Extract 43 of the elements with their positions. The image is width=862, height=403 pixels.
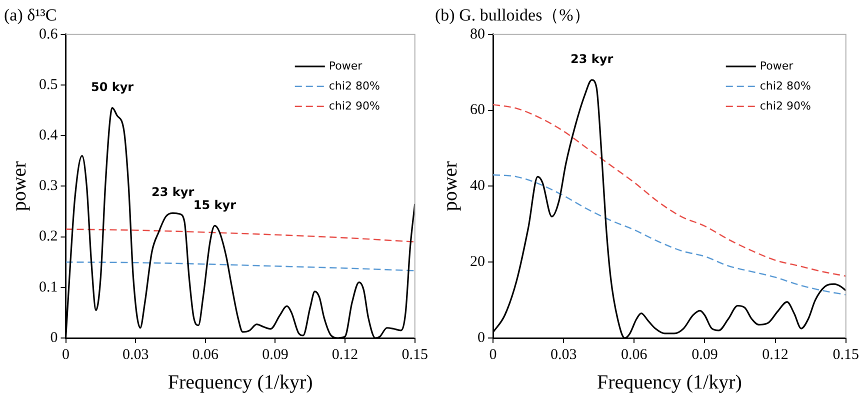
- y-tick-label: 0: [478, 330, 485, 346]
- legend-label: chi2 80%: [328, 79, 380, 92]
- legend-label: Power: [760, 59, 794, 72]
- legend-label: chi2 90%: [760, 99, 811, 112]
- y-axis-title: power: [8, 160, 30, 212]
- y-tick-label: 0.5: [39, 76, 58, 93]
- y-tick-label: 0.3: [39, 178, 58, 194]
- annotation: 15 kyr: [193, 198, 236, 212]
- y-tick-label: 0.2: [39, 228, 58, 245]
- legend-label: chi2 90%: [328, 99, 380, 112]
- y-tick-label: 80: [470, 26, 485, 42]
- legend-label: Power: [328, 59, 363, 72]
- y-tick-label: 0.6: [39, 26, 58, 42]
- x-axis-title: Frequency (1/kyr): [168, 371, 313, 394]
- x-tick-label: 0: [62, 346, 70, 363]
- x-tick-label: 0.03: [550, 346, 577, 363]
- x-tick-label: 0.12: [762, 346, 788, 363]
- x-tick-label: 0.06: [192, 346, 220, 363]
- x-tick-label: 0.15: [402, 346, 428, 363]
- x-tick-label: 0.09: [692, 346, 718, 363]
- line-series: [493, 174, 846, 296]
- x-tick-label: 0.03: [122, 346, 149, 363]
- y-tick-label: 40: [470, 178, 485, 194]
- x-tick-label: 0: [489, 346, 497, 363]
- legend-label: chi2 80%: [760, 79, 811, 92]
- x-tick-label: 0.12: [332, 346, 358, 363]
- y-tick-label: 0.4: [39, 128, 58, 144]
- annotation: 50 kyr: [90, 80, 134, 94]
- chart-title: (a) δ¹³C: [4, 6, 57, 25]
- line-series: [66, 261, 415, 272]
- x-tick-label: 0.09: [262, 346, 288, 363]
- x-axis-title: Frequency (1/kyr): [596, 371, 742, 394]
- y-tick-label: 20: [470, 254, 485, 270]
- x-tick-label: 0.15: [832, 346, 859, 363]
- y-tick-label: 60: [470, 102, 485, 118]
- y-tick-label: 0.1: [39, 279, 58, 296]
- annotation: 23 kyr: [570, 52, 614, 66]
- y-axis-title: power: [439, 160, 462, 212]
- annotation: 23 kyr: [152, 185, 194, 200]
- x-tick-label: 0.06: [621, 346, 648, 363]
- y-tick-label: 0: [50, 330, 58, 346]
- chart-title: (b) G. bulloides（%）: [435, 6, 590, 25]
- line-series: [66, 228, 415, 243]
